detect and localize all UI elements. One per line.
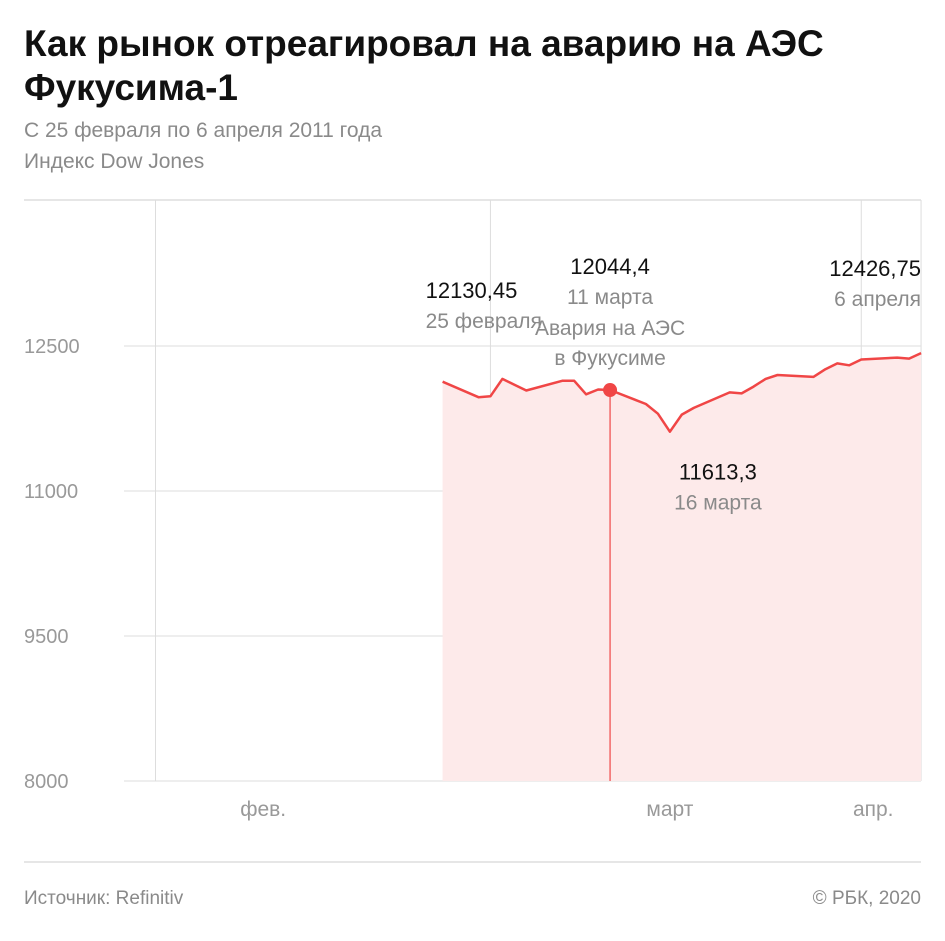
y-tick-label: 8000 [24,771,69,793]
annotation-date: 11 марта [567,286,653,309]
annotation-date: 6 апреля [834,288,921,311]
annotation-value: 12044,4 [570,254,650,279]
annotation-value: 12426,75 [829,256,921,281]
line-layer [442,351,922,433]
annotation-2011-04-06: 12426,75 6 апреля [829,256,921,311]
chart-title: Как рынок отреагировал на аварию на АЭС … [24,23,824,108]
annotation-2011-03-11: 12044,4 11 марта Авария на АЭС в Фукусиме [535,254,685,370]
y-tick-label: 11000 [24,481,78,503]
y-tick-label: 12500 [24,336,80,358]
annotation-date: 25 февраля [426,310,542,333]
annotation-2011-03-16: 11613,3 16 марта [674,460,762,515]
series-line [442,351,922,433]
x-tick-label: апр. [853,798,894,821]
annotation-date: 16 марта [674,492,762,515]
source-note: Источник: Refinitiv [24,888,184,909]
annotation-2011-02-25: 12130,45 25 февраля [426,278,542,333]
annotation-value: 12130,45 [426,278,518,303]
copyright-note: © РБК, 2020 [812,888,921,909]
annotation-note: Авария на АЭС [535,317,685,340]
label-layer: 12130,45 25 февраля 12044,4 11 марта Авария … [426,254,921,515]
event-marker [603,383,618,398]
index-name: Индекс Dow Jones [24,150,205,173]
x-tick-label: фев. [240,798,286,821]
chart-subtitle: С 25 февраля по 6 апреля 2011 года [24,119,383,142]
area-layer [442,353,922,781]
y-tick-label: 9500 [24,626,69,648]
annotation-note: в Фукусиме [554,347,666,370]
x-tick-label: март [646,798,693,821]
annotation-value: 11613,3 [679,460,757,485]
series-area [442,353,922,781]
